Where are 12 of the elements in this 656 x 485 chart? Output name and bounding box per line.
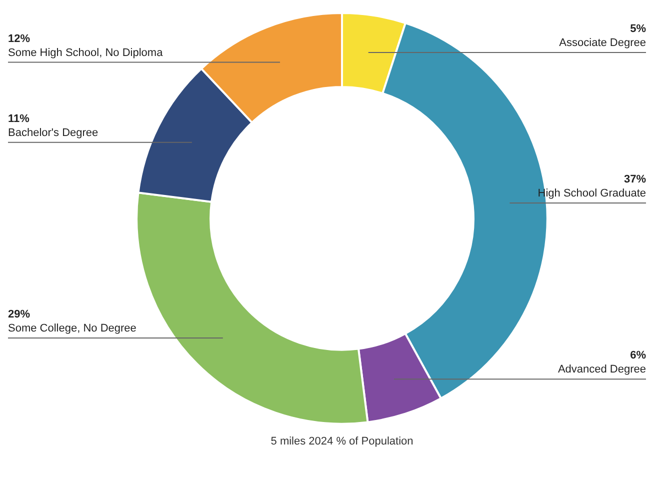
data-label: 5% xyxy=(630,23,646,36)
data-label: 37% xyxy=(624,174,646,186)
data-label: 11% xyxy=(8,112,30,125)
data-label: 12% xyxy=(8,32,30,45)
text: 5 miles 2024 % of Population xyxy=(270,435,414,448)
data-label: 6% xyxy=(630,350,646,362)
slice-label: Some College, No Degree xyxy=(8,322,136,334)
data-label: 29% xyxy=(8,308,30,320)
slice-label: Some High School, No Diploma xyxy=(8,46,164,59)
slice-label: Advanced Degree xyxy=(558,364,646,376)
slice-label: Bachelor's Degree xyxy=(8,126,98,139)
slice-label: Associate Degree xyxy=(559,37,646,50)
